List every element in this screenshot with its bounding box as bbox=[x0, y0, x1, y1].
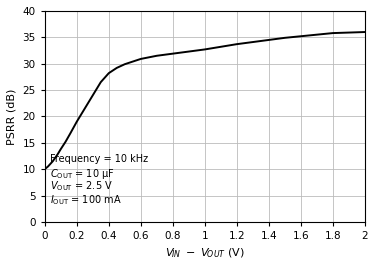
Text: $C_{\mathregular{OUT}}$ = 10 μF: $C_{\mathregular{OUT}}$ = 10 μF bbox=[50, 167, 114, 180]
Y-axis label: PSRR (dB): PSRR (dB) bbox=[7, 88, 17, 145]
Text: $I_{\mathregular{OUT}}$ = 100 mA: $I_{\mathregular{OUT}}$ = 100 mA bbox=[50, 193, 122, 207]
Text: $V_{\mathregular{OUT}}$ = 2.5 V: $V_{\mathregular{OUT}}$ = 2.5 V bbox=[50, 180, 112, 194]
Text: Frequency = 10 kHz: Frequency = 10 kHz bbox=[50, 154, 148, 164]
X-axis label: $\mathit{V}_{\!\mathit{IN}}\ -\ V_{\!\mathit{OUT}}$ (V): $\mathit{V}_{\!\mathit{IN}}\ -\ V_{\!\ma… bbox=[165, 246, 244, 260]
